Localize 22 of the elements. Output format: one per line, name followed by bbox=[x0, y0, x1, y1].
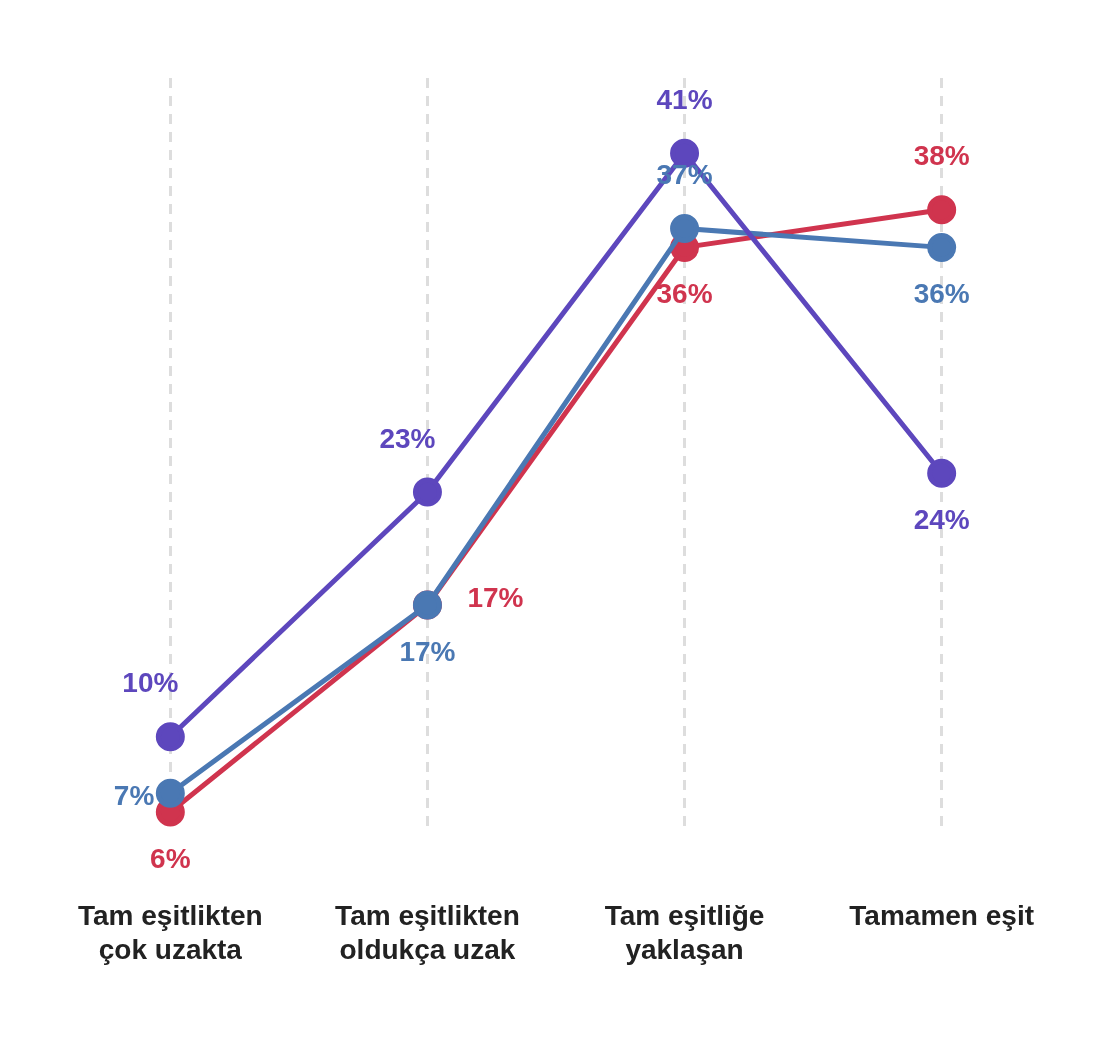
x-tick-label: Tam eşitlikten oldukça uzak bbox=[335, 900, 520, 965]
data-label: 36% bbox=[656, 278, 713, 310]
data-label: 17% bbox=[399, 635, 456, 667]
data-label: 23% bbox=[379, 422, 436, 454]
x-tick-label: Tam eşitlikten çok uzakta bbox=[78, 900, 263, 965]
data-label: 38% bbox=[913, 140, 970, 172]
point bbox=[670, 214, 700, 244]
data-label: 17% bbox=[467, 581, 524, 613]
x-tick-label: Tam eşitliğe yaklaşan bbox=[604, 900, 765, 965]
point bbox=[155, 778, 185, 808]
point bbox=[927, 458, 957, 488]
point bbox=[927, 195, 957, 225]
data-label: 6% bbox=[150, 842, 191, 874]
point bbox=[927, 232, 957, 262]
data-label: 36% bbox=[913, 278, 970, 310]
point bbox=[155, 722, 185, 752]
point bbox=[412, 477, 442, 507]
data-label: 24% bbox=[913, 503, 970, 535]
data-label: 7% bbox=[113, 779, 155, 811]
data-label: 41% bbox=[656, 84, 713, 115]
x-tick-label: Tamamen eşit bbox=[849, 900, 1034, 932]
data-label: 10% bbox=[122, 667, 179, 699]
